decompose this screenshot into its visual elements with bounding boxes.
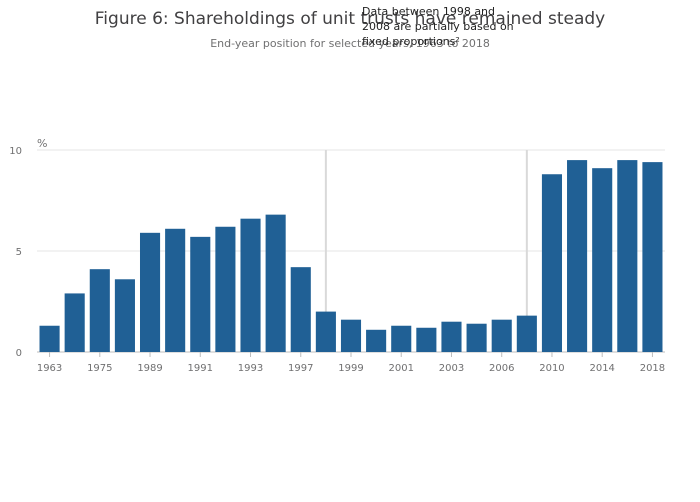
- annotation-line: Data between 1998 and: [362, 5, 495, 18]
- bar-2012: [567, 160, 588, 352]
- x-tick-label: 2018: [640, 363, 665, 374]
- chart-subtitle: End-year position for selected years, 19…: [210, 37, 490, 50]
- annotation-line: fixed proportions²: [362, 35, 460, 48]
- bar-2002: [416, 327, 437, 352]
- bar-1989: [139, 232, 161, 352]
- x-tick-label: 2003: [439, 363, 464, 374]
- bar-1999: [340, 319, 362, 352]
- y-tick-label: 5: [16, 247, 22, 258]
- annotation-line: 2008 are partially based on: [362, 20, 514, 33]
- bar-1975: [89, 269, 110, 352]
- bar-2016: [617, 160, 638, 352]
- bar-2001: [391, 325, 412, 352]
- y-axis: 0 5 10: [9, 146, 22, 359]
- x-tick-label: 2010: [539, 363, 564, 374]
- bar-1998: [315, 311, 336, 352]
- y-axis-unit-label: %: [37, 137, 47, 150]
- bar-2018: [642, 162, 663, 352]
- bar-1969: [64, 293, 85, 352]
- y-tick-label: 10: [9, 146, 22, 157]
- x-tick-label: 1999: [338, 363, 363, 374]
- bars: [39, 160, 663, 352]
- x-tick-label: 1989: [137, 363, 162, 374]
- bar-1991: [190, 236, 211, 352]
- bar-2006: [491, 319, 512, 352]
- bar-1963: [39, 325, 60, 352]
- bar-1981: [114, 279, 135, 352]
- x-tick-label: 2006: [489, 363, 514, 374]
- bar-1993: [240, 218, 261, 352]
- bar-2008: [516, 315, 537, 352]
- chart-title: Figure 6: Shareholdings of unit trusts h…: [95, 9, 605, 29]
- x-tick-label: 2014: [589, 363, 614, 374]
- bar-2010: [541, 174, 563, 352]
- bar-2003: [441, 321, 462, 352]
- bar-1997: [290, 267, 311, 352]
- x-tick-label: 1993: [238, 363, 263, 374]
- x-tick-label: 1997: [288, 363, 313, 374]
- bar-1992: [215, 226, 236, 352]
- x-tick-label: 2001: [389, 363, 414, 374]
- bar-2004: [466, 323, 487, 352]
- bar-2014: [592, 168, 613, 352]
- bar-1990: [165, 228, 186, 352]
- bar-2000: [366, 329, 387, 352]
- y-tick-label: 0: [16, 348, 22, 359]
- x-tick-label: 1975: [87, 363, 112, 374]
- bar-1994: [265, 214, 286, 352]
- x-axis: 1963 1975 1989 1991 1993 1997 1999 2001 2003 2006…: [37, 352, 665, 374]
- annotation-note: Data between 1998 and 2008 are partially…: [362, 5, 517, 48]
- x-tick-label: 1991: [188, 363, 213, 374]
- x-tick-label: 1963: [37, 363, 62, 374]
